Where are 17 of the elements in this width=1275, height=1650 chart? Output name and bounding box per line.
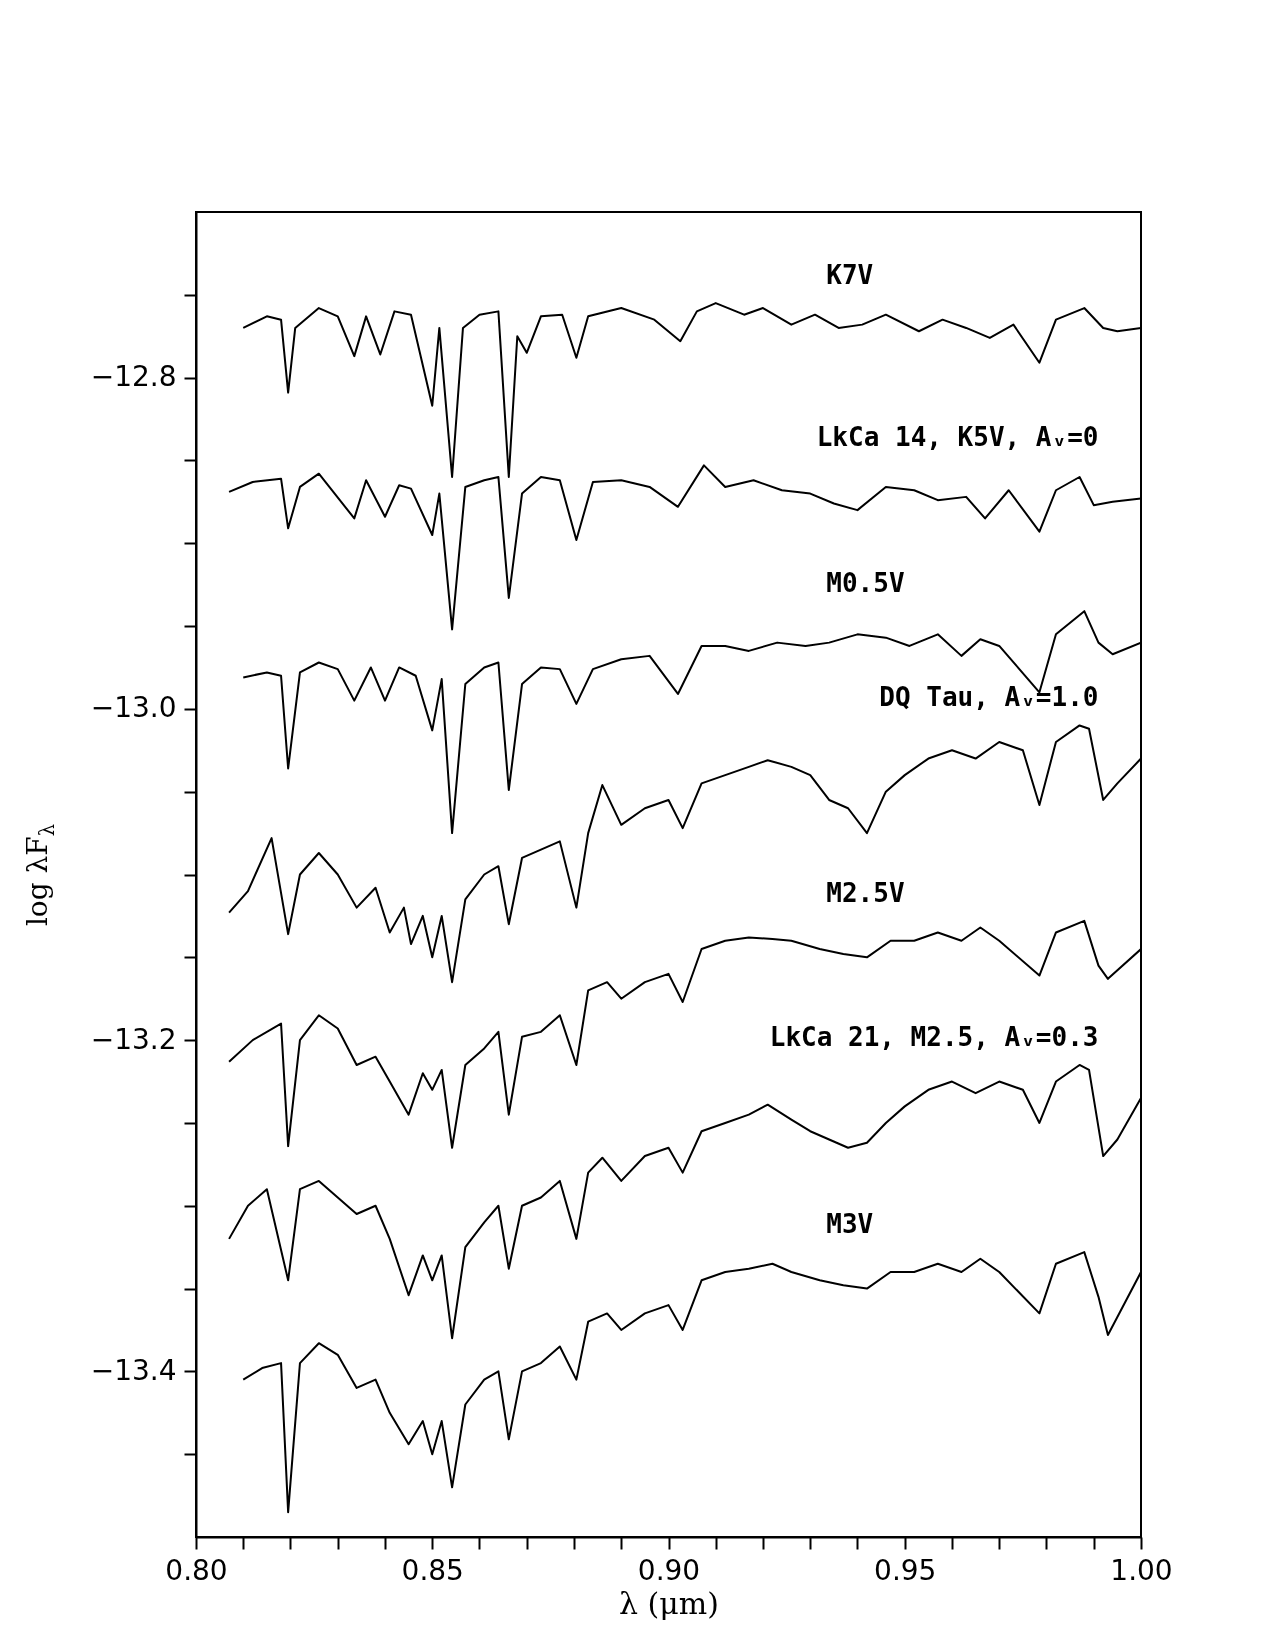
series-label: M0.5V <box>826 568 905 599</box>
series-label: LkCa 21, M2.5, Aᵥ=0.3 <box>769 1021 1099 1052</box>
x-tick-label: 0.85 <box>401 1553 464 1587</box>
x-tick-label: 1.00 <box>1110 1553 1173 1587</box>
series-label: LkCa 14, K5V, Aᵥ=0 <box>816 422 1099 453</box>
x-tick-label: 0.80 <box>165 1553 228 1587</box>
series-label: M2.5V <box>826 877 905 908</box>
y-tick-label: −13.2 <box>90 1022 177 1056</box>
series-label: K7V <box>826 260 874 291</box>
x-tick-label: 0.95 <box>874 1553 937 1587</box>
y-tick-label: −13.4 <box>90 1353 177 1387</box>
series-label: DQ Tau, Aᵥ=1.0 <box>879 682 1099 713</box>
series-label: M3V <box>826 1209 874 1240</box>
x-axis-title: λ (μm) <box>619 1585 719 1621</box>
x-tick-label: 0.90 <box>637 1553 701 1587</box>
y-tick-label: −13.0 <box>90 691 177 725</box>
y-tick-label: −12.8 <box>90 360 177 394</box>
